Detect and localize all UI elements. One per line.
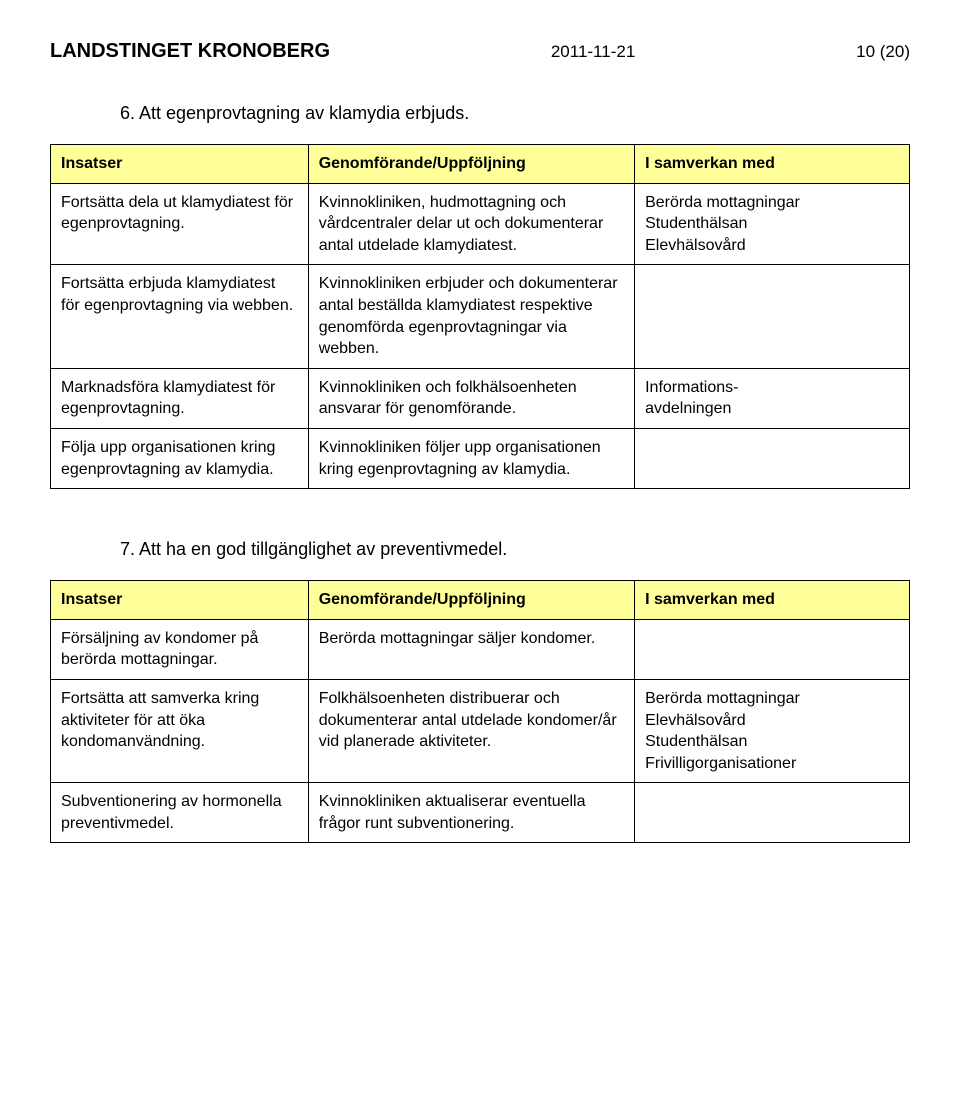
cell <box>635 265 910 368</box>
page-number: 10 (20) <box>856 42 910 62</box>
section-7-table: Insatser Genomförande/Uppföljning I samv… <box>50 580 910 843</box>
table-row: Fortsätta erbjuda klamydiatest för egenp… <box>51 265 910 368</box>
col-header-insatser: Insatser <box>51 581 309 620</box>
table-row: Fortsätta att samverka kring aktiviteter… <box>51 679 910 782</box>
cell: Folkhälsoenheten distribuerar och dokume… <box>308 679 634 782</box>
cell: Försäljning av kondomer på berörda motta… <box>51 619 309 679</box>
col-header-genomforande: Genomförande/Uppföljning <box>308 145 634 184</box>
org-name: LANDSTINGET KRONOBERG <box>50 40 330 63</box>
table-row: Försäljning av kondomer på berörda motta… <box>51 619 910 679</box>
cell: Berörda mottagningarElevhälsovårdStudent… <box>635 679 910 782</box>
table-row: Följa upp organisationen kring egenprovt… <box>51 428 910 488</box>
cell: Fortsätta dela ut klamydiatest för egenp… <box>51 183 309 265</box>
section-6-table: Insatser Genomförande/Uppföljning I samv… <box>50 144 910 489</box>
cell: Fortsätta erbjuda klamydiatest för egenp… <box>51 265 309 368</box>
section-6-title: 6. Att egenprovtagning av klamydia erbju… <box>120 103 910 124</box>
cell: Subventionering av hormonella preventivm… <box>51 783 309 843</box>
col-header-genomforande: Genomförande/Uppföljning <box>308 581 634 620</box>
cell: Kvinnokliniken och folkhälsoenheten ansv… <box>308 368 634 428</box>
cell: Följa upp organisationen kring egenprovt… <box>51 428 309 488</box>
col-header-samverkan: I samverkan med <box>635 145 910 184</box>
cell: Kvinnokliniken erbjuder och dokumenterar… <box>308 265 634 368</box>
cell: Kvinnokliniken aktualiserar eventuella f… <box>308 783 634 843</box>
cell: Marknadsföra klamydiatest för egenprovta… <box>51 368 309 428</box>
cell: Kvinnokliniken följer upp organisationen… <box>308 428 634 488</box>
cell: Kvinnokliniken, hudmottagning och vårdce… <box>308 183 634 265</box>
table-row: Subventionering av hormonella preventivm… <box>51 783 910 843</box>
cell: Berörda mottagningar säljer kondomer. <box>308 619 634 679</box>
cell: Fortsätta att samverka kring aktiviteter… <box>51 679 309 782</box>
cell: Informations-avdelningen <box>635 368 910 428</box>
table-header-row: Insatser Genomförande/Uppföljning I samv… <box>51 581 910 620</box>
section-7-title: 7. Att ha en god tillgänglighet av preve… <box>120 539 910 560</box>
cell <box>635 619 910 679</box>
cell <box>635 783 910 843</box>
cell: Berörda mottagningarStudenthälsanElevhäl… <box>635 183 910 265</box>
col-header-samverkan: I samverkan med <box>635 581 910 620</box>
col-header-insatser: Insatser <box>51 145 309 184</box>
document-date: 2011-11-21 <box>551 42 635 62</box>
table-row: Fortsätta dela ut klamydiatest för egenp… <box>51 183 910 265</box>
table-row: Marknadsföra klamydiatest för egenprovta… <box>51 368 910 428</box>
cell <box>635 428 910 488</box>
page-header: LANDSTINGET KRONOBERG 2011-11-21 10 (20) <box>50 40 910 63</box>
table-header-row: Insatser Genomförande/Uppföljning I samv… <box>51 145 910 184</box>
